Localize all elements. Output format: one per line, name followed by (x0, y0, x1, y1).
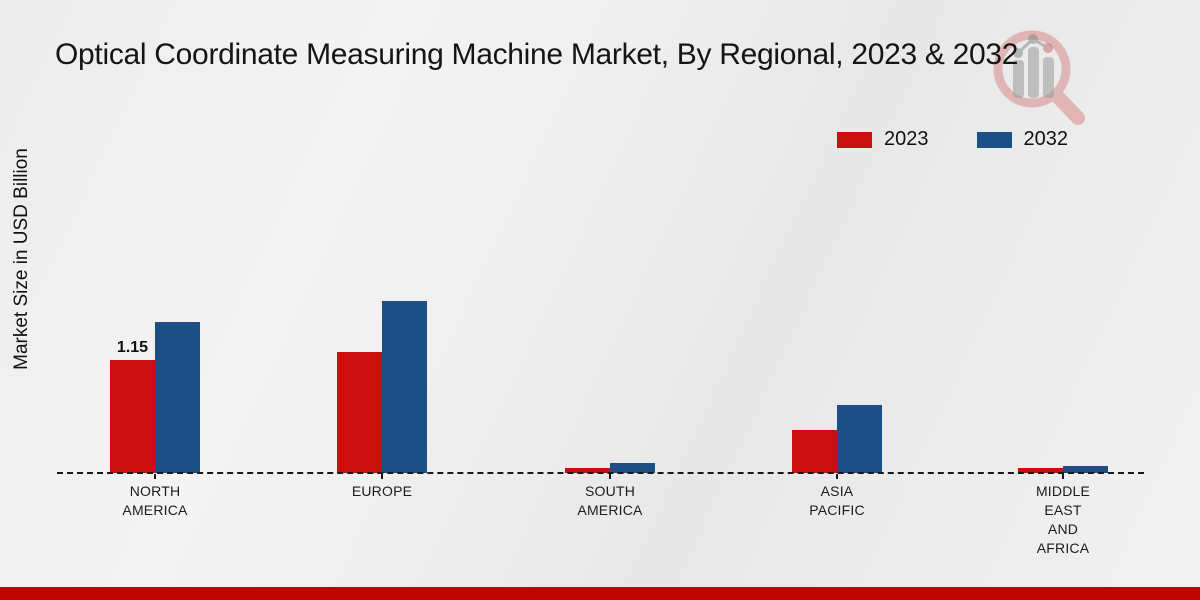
footer-stripe (0, 587, 1200, 600)
legend-label-2023: 2023 (884, 128, 929, 150)
x-axis-tick (609, 474, 611, 479)
bar-2032-middle-east-and-africa (1063, 466, 1108, 473)
bar-2023-asia-pacific (792, 430, 837, 473)
x-axis-tick (836, 474, 838, 479)
legend-item-2032: 2032 (976, 128, 1069, 151)
category-label-asia-pacific: ASIA PACIFIC (809, 483, 865, 518)
bar-2032-europe (382, 301, 427, 473)
bar-2032-north-america (155, 322, 200, 473)
category-label-europe: EUROPE (351, 483, 413, 499)
magnifier-bar-chart-logo-icon (993, 30, 1085, 125)
legend-item-2023: 2023 (837, 128, 929, 151)
legend-label-2032: 2032 (1023, 128, 1069, 150)
x-axis-baseline (57, 472, 1144, 474)
bar-2023-south-america (565, 468, 610, 473)
category-label-north-america: NORTH AMERICA (122, 483, 188, 518)
category-label-middle-east-and-africa: MIDDLE EAST AND AFRICA (1035, 483, 1091, 556)
legend-swatch-2032-icon (976, 131, 1012, 148)
chart-title: Optical Coordinate Measuring Machine Mar… (55, 38, 1019, 71)
y-axis-label: Market Size in USD Billion (11, 148, 32, 370)
value-label: 1.15 (116, 339, 149, 356)
bar-2023-europe (337, 352, 382, 473)
x-axis-tick (154, 474, 156, 479)
bar-2032-asia-pacific (837, 405, 882, 473)
x-axis-tick (1062, 474, 1064, 479)
bar-2023-middle-east-and-africa (1018, 468, 1063, 473)
bar-2023-north-america (110, 360, 155, 473)
legend-swatch-2023-icon (837, 131, 872, 148)
bar-2032-south-america (610, 463, 655, 473)
x-axis-tick (381, 474, 383, 479)
legend: 2023 2032 (837, 128, 1068, 151)
category-label-south-america: SOUTH AMERICA (577, 483, 643, 518)
